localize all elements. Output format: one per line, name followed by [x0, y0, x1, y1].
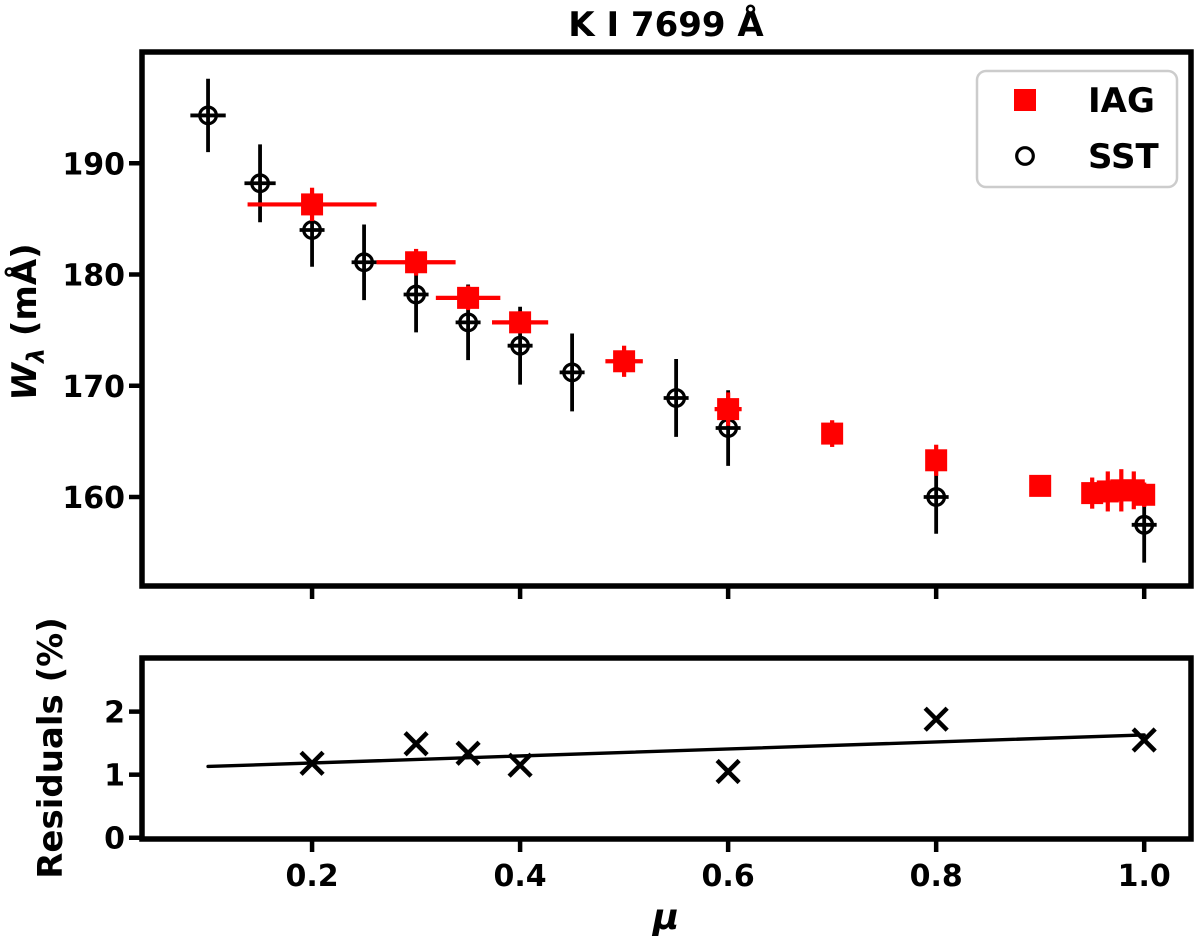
plot-area: 160 170 180 190 IAG SST 0.2 0.4 0.6 0.8 1.0 0 1 2	[62, 49, 1194, 894]
iag-square-marker	[1029, 474, 1052, 497]
residuals-x-marker	[1131, 727, 1157, 753]
residuals-x-marker	[403, 731, 429, 757]
sst-circle-open-marker	[666, 388, 687, 408]
residuals-x-marker	[455, 740, 481, 766]
iag-square-marker	[405, 251, 428, 274]
sst-circle-open-marker	[198, 105, 218, 126]
sst-circle-open-marker	[250, 173, 270, 194]
x-tick-label: 0.6	[702, 859, 755, 894]
iag-square-marker	[1133, 483, 1156, 506]
axes-frame-residuals	[139, 655, 1194, 842]
iag-square-marker	[717, 398, 740, 421]
iag-square-marker	[821, 422, 844, 445]
residuals-x-marker	[923, 706, 949, 732]
iag-square-marker	[301, 193, 324, 216]
sst-circle-open-marker	[354, 252, 374, 273]
residual-fit-line	[206, 733, 1146, 769]
legend-label-iag: IAG	[1088, 81, 1155, 121]
legend-marker-sst	[1015, 146, 1035, 166]
chart-title: K I 7699 Å	[568, 4, 764, 45]
y-tick-label: 190	[62, 147, 125, 182]
sst-circle-open-marker	[458, 312, 478, 333]
residuals-x-marker	[715, 758, 741, 785]
y-tick-label: 170	[62, 370, 125, 405]
iag-square-marker	[457, 286, 480, 309]
y-tick-label: 180	[62, 259, 125, 294]
ylabel-unit: (mÅ)	[4, 243, 45, 348]
y-tick-label: 160	[62, 481, 125, 516]
iag-square-marker	[509, 311, 532, 334]
iag-square-marker	[613, 350, 636, 373]
x-tick-label: 0.4	[494, 859, 547, 894]
sst-circle-open-marker	[302, 220, 322, 240]
residuals-x-marker	[299, 750, 325, 776]
sst-circle-open-marker	[406, 284, 426, 305]
main-y-axis-label: Wλ (mÅ)	[4, 243, 50, 400]
x-tick-label: 0.8	[910, 859, 963, 894]
legend-label-sst: SST	[1088, 137, 1159, 177]
y-tick-label: 2	[104, 696, 125, 731]
sst-circle-open-marker	[926, 487, 947, 507]
x-tick-label: 1.0	[1118, 859, 1171, 894]
residual-y-axis-label: Residuals (%)	[31, 617, 71, 879]
y-tick-label: 0	[104, 822, 125, 857]
residuals-x-marker	[507, 752, 533, 778]
iag-square-marker	[925, 449, 948, 472]
x-tick-label: 0.2	[285, 859, 338, 894]
ylabel-symbol: W	[5, 362, 45, 401]
legend-marker-iag	[1014, 89, 1036, 111]
x-axis-label: μ	[652, 897, 680, 936]
sst-circle-open-marker	[510, 335, 530, 356]
ylabel-subscript: λ	[22, 348, 50, 365]
sst-circle-open-marker	[562, 362, 583, 383]
axes-frame-main	[139, 49, 1194, 589]
sst-circle-open-marker	[1134, 514, 1155, 535]
y-tick-label: 1	[104, 759, 125, 794]
